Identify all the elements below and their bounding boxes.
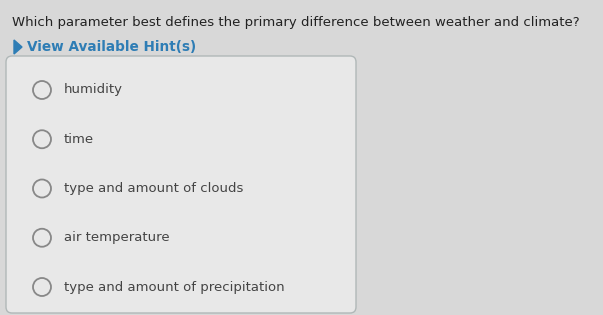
Text: View Available Hint(s): View Available Hint(s) xyxy=(27,40,196,54)
Text: type and amount of clouds: type and amount of clouds xyxy=(64,182,244,195)
Text: type and amount of precipitation: type and amount of precipitation xyxy=(64,280,285,294)
Text: time: time xyxy=(64,133,94,146)
FancyBboxPatch shape xyxy=(6,56,356,313)
Polygon shape xyxy=(14,40,22,54)
Text: Which parameter best defines the primary difference between weather and climate?: Which parameter best defines the primary… xyxy=(12,16,579,29)
Text: humidity: humidity xyxy=(64,83,123,96)
Text: air temperature: air temperature xyxy=(64,231,169,244)
